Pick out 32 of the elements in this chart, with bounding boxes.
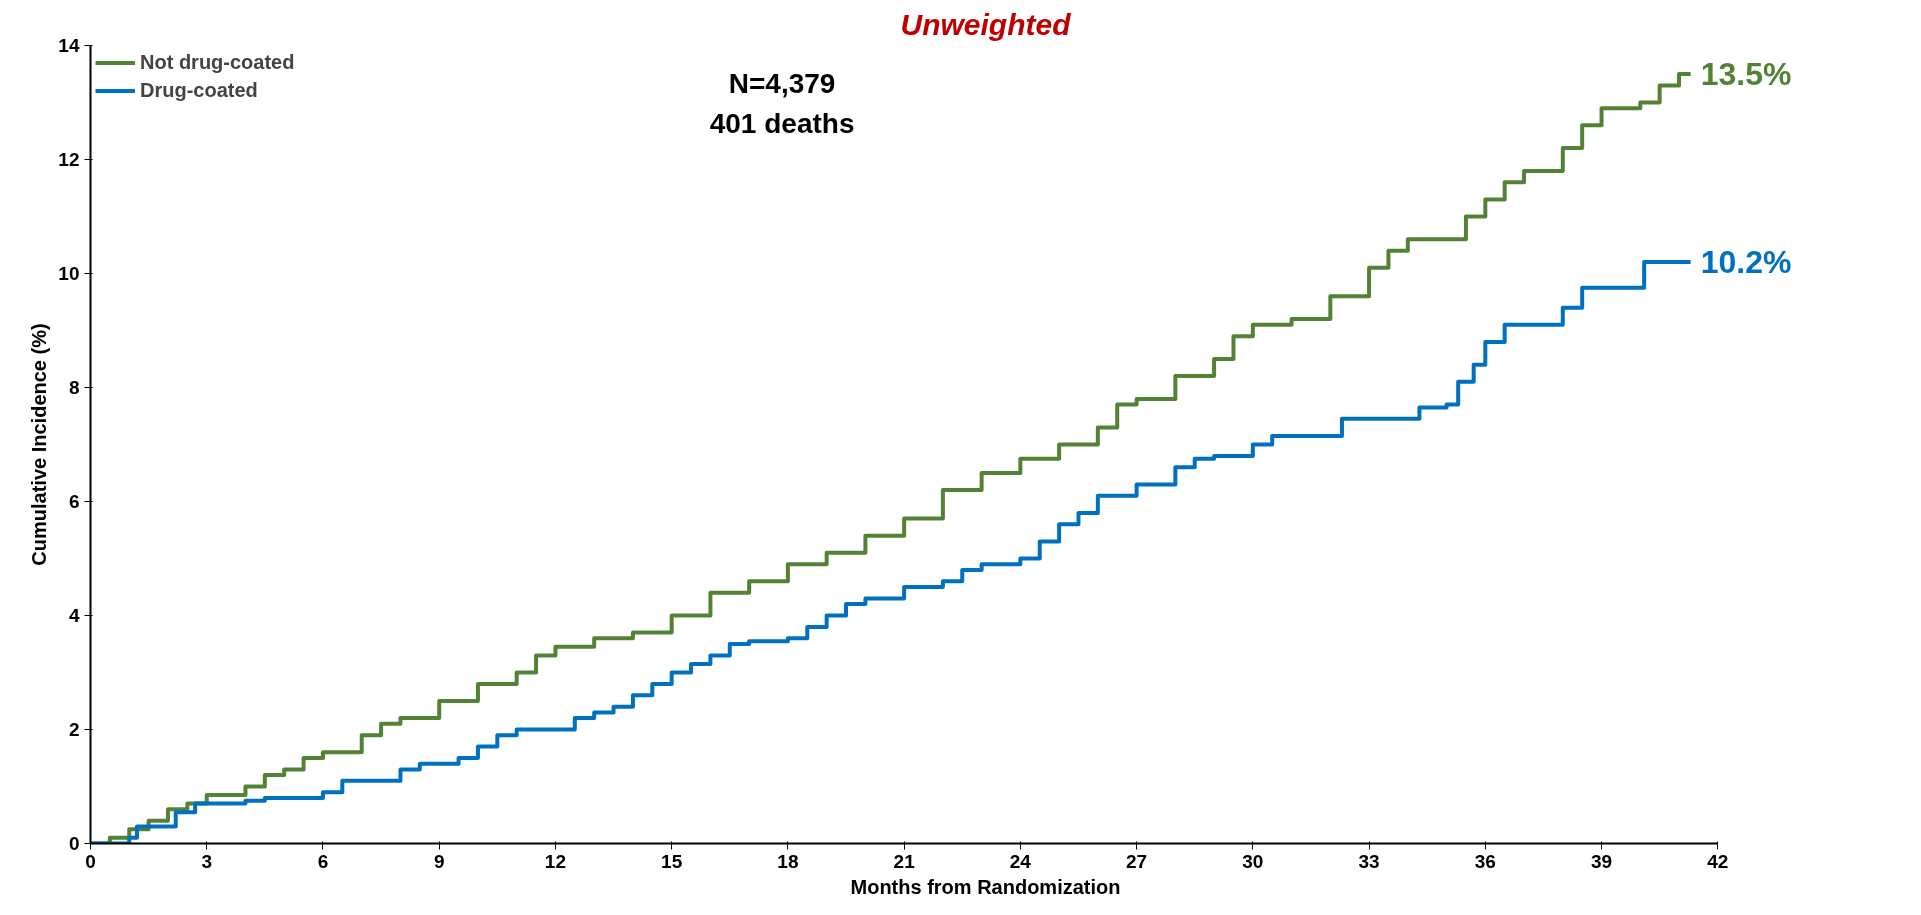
x-tick-label: 0 [85, 850, 96, 872]
y-tick-label: 0 [68, 833, 80, 854]
x-tick-label: 15 [661, 850, 683, 872]
x-tick-label: 3 [201, 850, 213, 872]
y-tick-label: 2 [68, 719, 80, 740]
x-tick-label: 27 [1126, 850, 1148, 872]
x-tick-label: 6 [317, 850, 329, 872]
y-tick-label: 4 [68, 605, 80, 626]
x-tick-label: 42 [1707, 850, 1729, 872]
y-tick-label: 14 [58, 35, 80, 56]
legend-label: Not drug-coated [140, 51, 295, 74]
y-tick-label: 6 [68, 491, 80, 512]
annotation: 401 deaths [709, 107, 855, 139]
x-tick-label: 21 [893, 850, 916, 872]
x-tick-label: 24 [1009, 850, 1032, 872]
x-tick-label: 36 [1474, 850, 1496, 872]
x-axis-title: Months from Randomization [850, 875, 1121, 898]
x-tick-label: 18 [777, 850, 799, 872]
x-tick-label: 39 [1590, 850, 1613, 872]
chart-title: Unweighted [900, 7, 1072, 41]
x-tick-label: 12 [544, 850, 567, 872]
y-axis-title: Cumulative Incidence (%) [28, 323, 51, 566]
annotation: 13.5% [1700, 56, 1792, 92]
legend-label: Drug-coated [140, 79, 258, 102]
x-tick-label: 30 [1242, 850, 1264, 872]
x-tick-label: 33 [1358, 850, 1380, 872]
x-tick-label: 9 [433, 850, 445, 872]
y-tick-label: 12 [58, 149, 80, 170]
y-tick-label: 10 [58, 263, 80, 284]
y-tick-label: 8 [68, 377, 80, 398]
annotation: 10.2% [1700, 244, 1792, 281]
annotation: N=4,379 [728, 67, 836, 99]
